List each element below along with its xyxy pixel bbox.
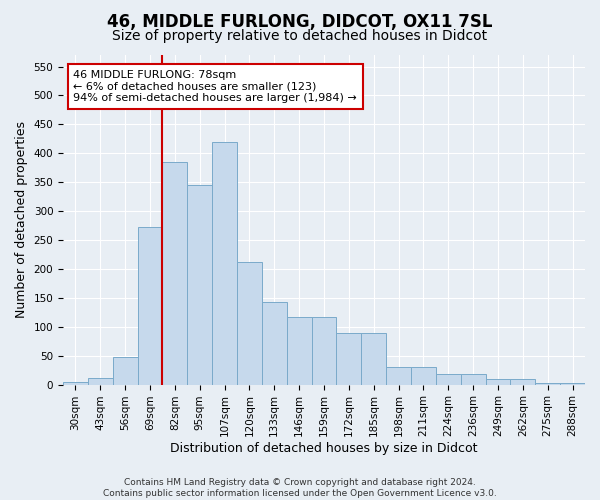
Bar [485,379,511,384]
Bar [237,262,262,384]
Text: 46 MIDDLE FURLONG: 78sqm
← 6% of detached houses are smaller (123)
94% of semi-d: 46 MIDDLE FURLONG: 78sqm ← 6% of detache… [73,70,357,103]
Bar [187,185,212,384]
Y-axis label: Number of detached properties: Number of detached properties [15,122,28,318]
Bar [361,332,386,384]
Bar [137,228,163,384]
Bar [163,162,187,384]
Bar [212,142,237,384]
Bar [337,332,361,384]
Bar [287,317,311,384]
Text: Size of property relative to detached houses in Didcot: Size of property relative to detached ho… [112,29,488,43]
Text: 46, MIDDLE FURLONG, DIDCOT, OX11 7SL: 46, MIDDLE FURLONG, DIDCOT, OX11 7SL [107,12,493,30]
Bar [436,374,461,384]
Bar [535,383,560,384]
Bar [560,383,585,384]
Bar [511,379,535,384]
Bar [262,302,287,384]
Text: Contains HM Land Registry data © Crown copyright and database right 2024.
Contai: Contains HM Land Registry data © Crown c… [103,478,497,498]
Bar [113,357,137,384]
Bar [311,317,337,384]
Bar [386,367,411,384]
Bar [88,378,113,384]
Bar [411,367,436,384]
Bar [63,382,88,384]
Bar [461,374,485,384]
X-axis label: Distribution of detached houses by size in Didcot: Distribution of detached houses by size … [170,442,478,455]
